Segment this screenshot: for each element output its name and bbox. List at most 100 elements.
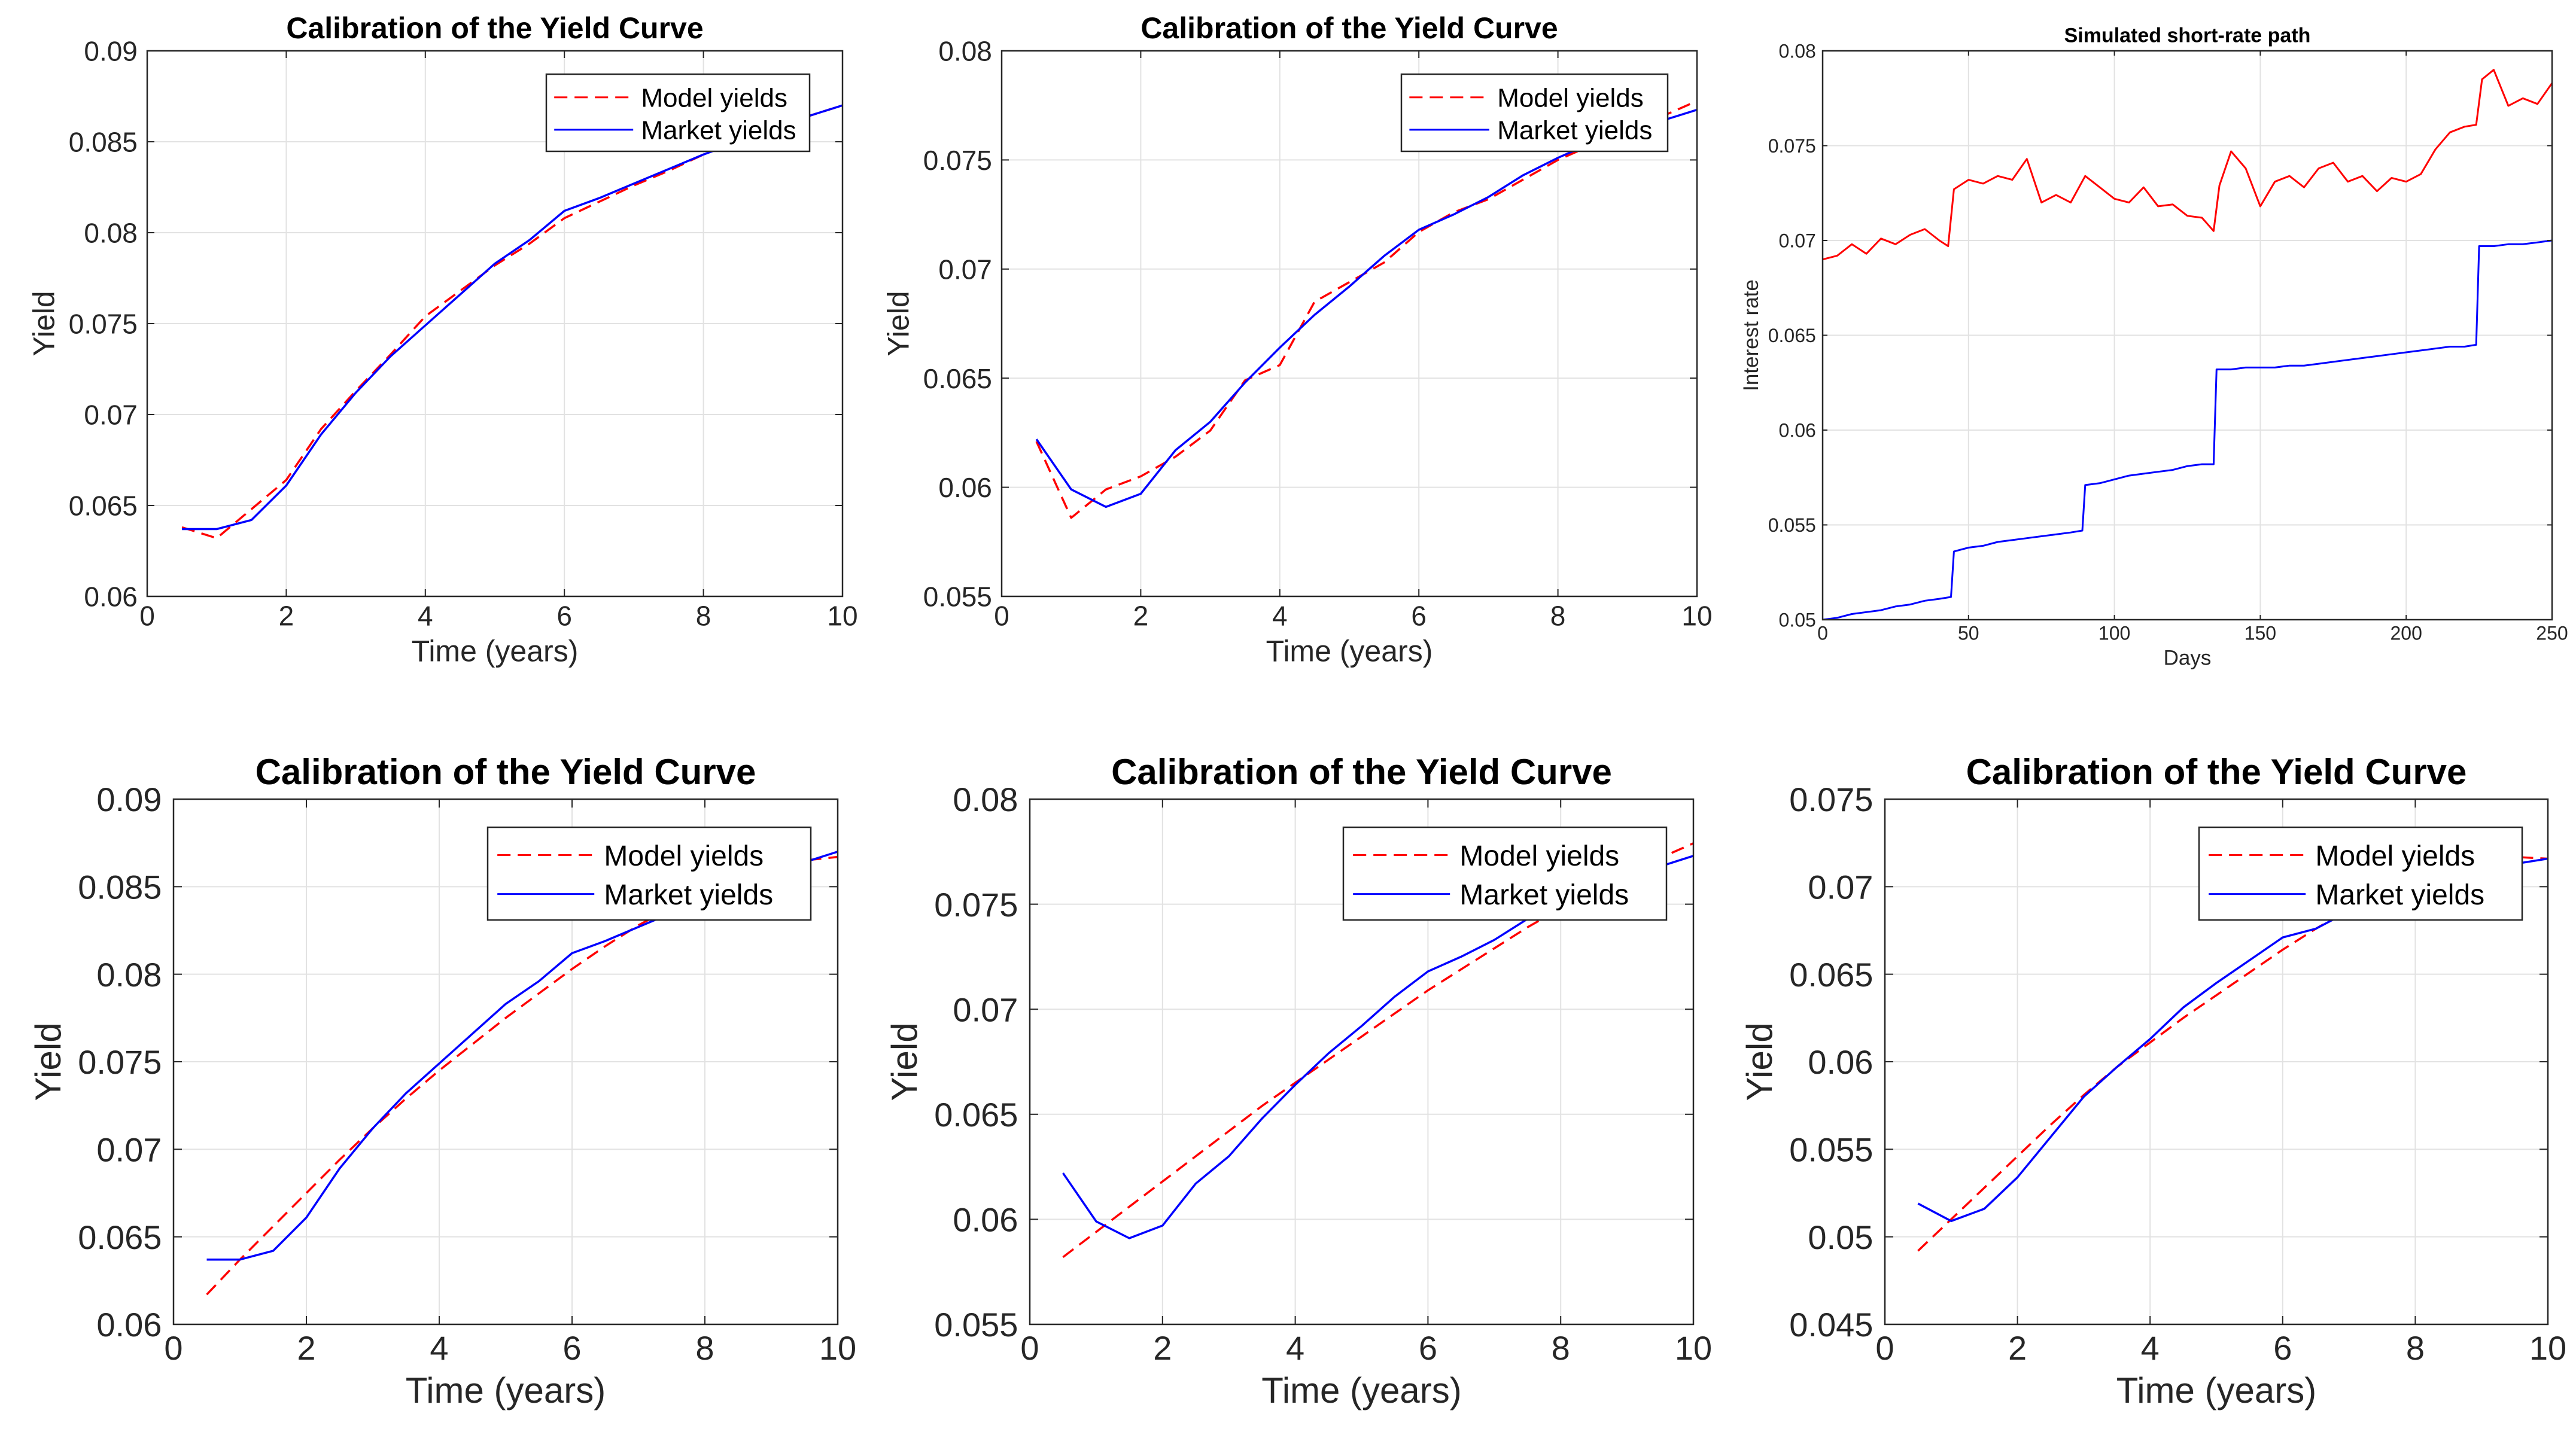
x-tick-label: 10 bbox=[827, 600, 857, 631]
y-tick-label: 0.09 bbox=[84, 36, 138, 67]
y-tick-label: 0.08 bbox=[1779, 41, 1816, 62]
legend: Model yields Market yields bbox=[1342, 826, 1668, 921]
y-tick-label: 0.075 bbox=[923, 145, 992, 176]
y-axis-label: Interest rate bbox=[1739, 279, 1763, 391]
x-axis-label: Time (years) bbox=[2116, 1370, 2316, 1410]
y-tick-label: 0.08 bbox=[953, 781, 1018, 818]
legend-box bbox=[486, 826, 812, 921]
chart-title: Calibration of the Yield Curve bbox=[286, 11, 703, 45]
legend: Model yields Market yields bbox=[545, 73, 811, 153]
x-tick-label: 10 bbox=[819, 1329, 856, 1367]
x-tick-label: 150 bbox=[2245, 623, 2276, 644]
x-tick-label: 10 bbox=[1681, 600, 1712, 631]
legend-label: Model yields bbox=[2315, 840, 2475, 872]
x-tick-label: 100 bbox=[2098, 623, 2130, 644]
x-tick-label: 0 bbox=[1875, 1329, 1894, 1367]
legend-label: Market yields bbox=[2315, 879, 2484, 911]
chart-panel-2: 0 2 4 6 8 10 0.055 0.06 0.065 0.07 0.075 0.08 Calibr… bbox=[882, 11, 1713, 668]
x-tick-label: 8 bbox=[2406, 1329, 2425, 1367]
legend-box bbox=[545, 73, 811, 153]
legend-label: Market yields bbox=[641, 116, 796, 145]
legend-label: Model yields bbox=[604, 840, 764, 872]
chart-panel-6: 0 2 4 6 8 10 0.045 0.05 0.055 0.06 0.065 0.07 0.075 C… bbox=[1739, 752, 2566, 1410]
x-tick-label: 4 bbox=[430, 1329, 448, 1367]
x-axis-label: Time (years) bbox=[412, 634, 579, 668]
x-tick-label: 2 bbox=[1133, 600, 1149, 631]
x-tick-label: 8 bbox=[1550, 600, 1566, 631]
chart-title: Calibration of the Yield Curve bbox=[1141, 11, 1558, 45]
y-tick-label: 0.065 bbox=[69, 490, 138, 522]
y-tick-label: 0.07 bbox=[96, 1131, 162, 1168]
legend-box bbox=[1342, 826, 1668, 921]
y-tick-label: 0.06 bbox=[938, 472, 992, 503]
x-tick-label: 50 bbox=[1958, 623, 1979, 644]
legend: Model yields Market yields bbox=[486, 826, 812, 921]
chart-panel-5: 0 2 4 6 8 10 0.055 0.06 0.065 0.07 0.075 0.08 Calibr… bbox=[884, 752, 1712, 1410]
y-tick-label: 0.085 bbox=[69, 127, 138, 158]
y-tick-label: 0.075 bbox=[69, 309, 138, 340]
axes-box bbox=[1000, 50, 1698, 598]
x-axis-label: Time (years) bbox=[406, 1370, 606, 1410]
x-tick-label: 2 bbox=[1153, 1329, 1172, 1367]
chart-title: Calibration of the Yield Curve bbox=[256, 752, 756, 792]
y-tick-label: 0.08 bbox=[84, 218, 138, 249]
y-tick-label: 0.06 bbox=[1779, 420, 1816, 441]
series-line-path-1 bbox=[1823, 69, 2552, 261]
x-tick-label: 0 bbox=[994, 600, 1009, 631]
y-tick-label: 0.065 bbox=[1789, 956, 1873, 994]
x-tick-label: 6 bbox=[1419, 1329, 1437, 1367]
y-tick-label: 0.06 bbox=[1808, 1043, 1873, 1081]
chart-title: Calibration of the Yield Curve bbox=[1966, 752, 2467, 792]
y-tick-label: 0.07 bbox=[1779, 230, 1816, 252]
y-tick-label: 0.07 bbox=[938, 254, 992, 285]
chart-panel-3: 0 50 100 150 200 250 0.05 0.055 0.06 0.065 0.07 0.0… bbox=[1739, 25, 2568, 670]
legend-label: Market yields bbox=[1497, 116, 1652, 145]
y-tick-label: 0.06 bbox=[84, 581, 138, 613]
legend-label: Model yields bbox=[641, 84, 787, 113]
x-tick-label: 250 bbox=[2536, 623, 2568, 644]
x-axis-label: Time (years) bbox=[1261, 1370, 1461, 1410]
series-line-path-2 bbox=[1823, 239, 2552, 620]
y-tick-label: 0.07 bbox=[1808, 868, 1873, 906]
axes-box bbox=[1029, 798, 1695, 1326]
y-tick-label: 0.065 bbox=[1768, 325, 1816, 346]
x-tick-label: 10 bbox=[2529, 1329, 2566, 1367]
y-tick-label: 0.07 bbox=[84, 400, 138, 431]
legend-label: Model yields bbox=[1459, 840, 1619, 872]
x-axis-label: Days bbox=[2164, 647, 2212, 670]
y-axis-label: Yield bbox=[884, 1022, 924, 1101]
y-axis-label: Yield bbox=[882, 291, 916, 356]
y-tick-label: 0.075 bbox=[934, 886, 1018, 924]
y-tick-label: 0.085 bbox=[78, 868, 162, 906]
legend: Model yields Market yields bbox=[2198, 826, 2523, 921]
y-tick-label: 0.07 bbox=[953, 991, 1018, 1028]
x-tick-label: 0 bbox=[164, 1329, 183, 1367]
x-tick-label: 8 bbox=[696, 600, 711, 631]
x-axis-label: Time (years) bbox=[1266, 634, 1433, 668]
x-tick-label: 6 bbox=[556, 600, 572, 631]
x-tick-label: 4 bbox=[1272, 600, 1288, 631]
y-tick-label: 0.055 bbox=[1768, 514, 1816, 536]
x-tick-label: 2 bbox=[2008, 1329, 2027, 1367]
x-tick-label: 6 bbox=[562, 1329, 581, 1367]
chart-panel-4: 0 2 4 6 8 10 0.06 0.065 0.07 0.075 0.08 0.085 0.09 Ca… bbox=[28, 752, 856, 1410]
chart-title: Calibration of the Yield Curve bbox=[1111, 752, 1612, 792]
y-tick-label: 0.05 bbox=[1808, 1218, 1873, 1256]
x-tick-label: 6 bbox=[1411, 600, 1427, 631]
y-axis-label: Yield bbox=[28, 1022, 68, 1101]
y-tick-label: 0.055 bbox=[1789, 1131, 1873, 1168]
y-axis-label: Yield bbox=[28, 291, 61, 356]
y-tick-label: 0.075 bbox=[78, 1043, 162, 1081]
legend-label: Model yields bbox=[1497, 84, 1644, 113]
x-tick-label: 4 bbox=[418, 600, 433, 631]
legend-label: Market yields bbox=[1459, 879, 1629, 911]
y-tick-label: 0.075 bbox=[1768, 135, 1816, 157]
x-tick-label: 0 bbox=[139, 600, 155, 631]
y-axis-label: Yield bbox=[1739, 1022, 1780, 1101]
y-tick-label: 0.065 bbox=[934, 1096, 1018, 1134]
y-tick-label: 0.055 bbox=[923, 581, 992, 613]
y-tick-label: 0.06 bbox=[953, 1201, 1018, 1239]
y-tick-label: 0.05 bbox=[1779, 610, 1816, 631]
x-tick-label: 2 bbox=[279, 600, 294, 631]
